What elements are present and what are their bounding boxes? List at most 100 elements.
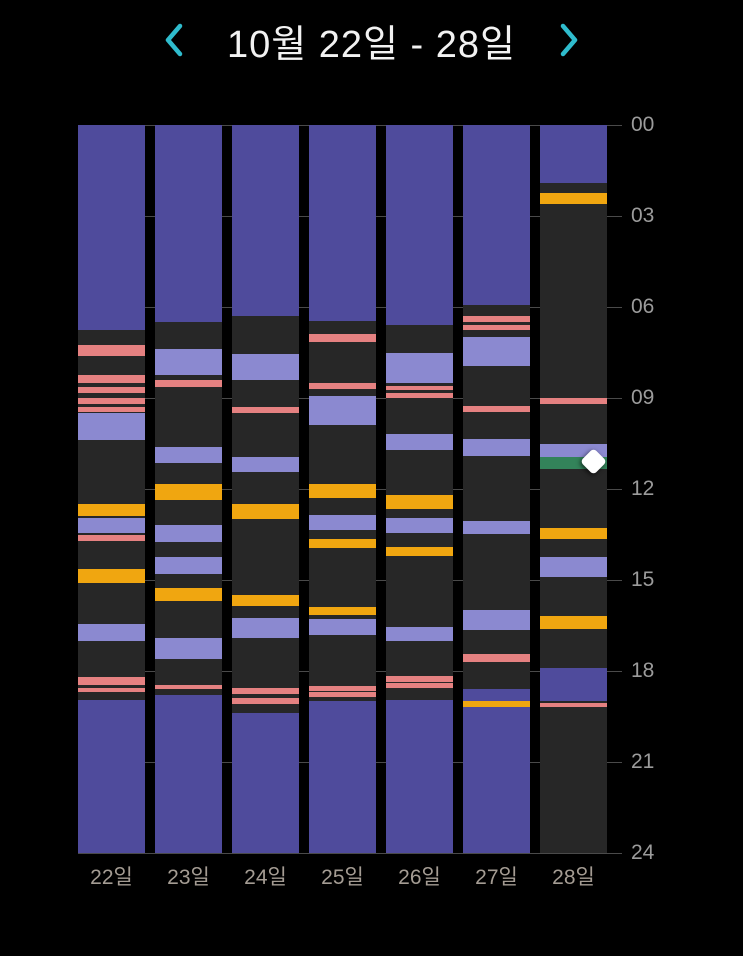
prev-week-button[interactable] (155, 17, 193, 63)
segment-pink (463, 405, 530, 412)
segment-lavender (386, 627, 453, 641)
chevron-left-icon (165, 23, 183, 57)
segment-orange (309, 484, 376, 499)
segment-purple (232, 713, 299, 853)
segment-pink (78, 375, 145, 383)
segment-orange (386, 546, 453, 556)
segment-pink (232, 407, 299, 414)
segment-orange (540, 528, 607, 540)
segment-purple (463, 689, 530, 702)
day-label-28: 28일 (552, 866, 595, 889)
segment-pink (309, 382, 376, 389)
day-column-22[interactable] (78, 125, 145, 853)
segment-purple (232, 125, 299, 317)
segment-lavender (463, 520, 530, 535)
day-label-22: 22일 (90, 866, 133, 889)
segment-lavender (309, 619, 376, 635)
segment-purple (78, 699, 145, 853)
segment-lavender (155, 557, 222, 574)
chevron-right-icon (560, 23, 578, 57)
segment-lavender (78, 517, 145, 533)
date-range-title: 10월 22일 - 28일 (226, 23, 516, 66)
segment-purple (309, 701, 376, 853)
segment-pink (540, 702, 607, 708)
segment-pink (463, 325, 530, 330)
segment-pink (78, 677, 145, 685)
segment-pink (232, 698, 299, 705)
segment-orange (78, 504, 145, 517)
next-week-button[interactable] (550, 17, 588, 63)
segment-pink (78, 387, 145, 394)
segment-pink (78, 534, 145, 541)
segment-pink (386, 393, 453, 398)
segment-pink (309, 334, 376, 342)
segment-lavender (463, 438, 530, 456)
day-column-28[interactable] (540, 125, 607, 853)
day-axis: 22일 23일 24일 25일 26일 27일 28일 (78, 861, 622, 893)
segment-purple (78, 125, 145, 330)
segment-pink (463, 316, 530, 323)
segment-purple (540, 667, 607, 702)
segment-lavender (309, 396, 376, 426)
segment-purple (155, 695, 222, 853)
day-label-25: 25일 (321, 866, 364, 889)
segment-lavender (155, 446, 222, 464)
day-label-24: 24일 (244, 866, 287, 889)
segment-pink (386, 675, 453, 682)
segment-orange (155, 587, 222, 602)
gridline-24 (78, 853, 622, 854)
segment-lavender (232, 617, 299, 638)
hour-label-15: 15 (631, 568, 655, 591)
date-range-header: 10월 22일 - 28일 (0, 8, 743, 72)
segment-pink (540, 398, 607, 405)
segment-pink (463, 654, 530, 662)
segment-orange (78, 569, 145, 584)
segment-purple (540, 125, 607, 183)
segment-orange (540, 193, 607, 204)
segment-lavender (155, 349, 222, 376)
segment-purple (309, 125, 376, 321)
segment-purple (463, 125, 530, 306)
segment-lavender (540, 557, 607, 577)
segment-lavender (386, 434, 453, 450)
segment-orange (386, 495, 453, 509)
segment-lavender (78, 623, 145, 641)
hour-label-12: 12 (631, 477, 655, 500)
day-column-26[interactable] (386, 125, 453, 853)
segment-lavender (232, 354, 299, 380)
hour-axis: 00 03 06 09 12 15 18 21 24 (631, 113, 701, 864)
segment-pink (155, 684, 222, 690)
segment-pink (309, 686, 376, 691)
segment-orange (232, 595, 299, 606)
segment-pink (78, 687, 145, 693)
hour-label-18: 18 (631, 659, 655, 682)
hour-label-21: 21 (631, 750, 655, 773)
segment-lavender (309, 514, 376, 530)
hour-label-03: 03 (631, 204, 655, 227)
day-column-23[interactable] (155, 125, 222, 853)
segment-orange (463, 701, 530, 708)
segment-purple (463, 707, 530, 853)
hour-label-24: 24 (631, 841, 655, 864)
segment-purple (386, 125, 453, 326)
segment-pink (232, 687, 299, 694)
day-column-27[interactable] (463, 125, 530, 853)
segment-orange (540, 616, 607, 629)
segment-lavender (232, 457, 299, 473)
segment-orange (232, 504, 299, 520)
day-label-27: 27일 (475, 866, 518, 889)
segment-pink (386, 683, 453, 688)
day-column-25[interactable] (309, 125, 376, 853)
segment-pink (78, 407, 145, 412)
segment-purple (155, 125, 222, 323)
segment-pink (78, 344, 145, 356)
day-label-26: 26일 (398, 866, 441, 889)
hour-label-09: 09 (631, 386, 655, 409)
segment-purple (386, 699, 453, 853)
segment-lavender (386, 517, 453, 533)
segment-lavender (155, 525, 222, 543)
day-column-24[interactable] (232, 125, 299, 853)
hour-label-00: 00 (631, 113, 655, 136)
hour-label-06: 06 (631, 295, 655, 318)
segment-orange (309, 607, 376, 615)
